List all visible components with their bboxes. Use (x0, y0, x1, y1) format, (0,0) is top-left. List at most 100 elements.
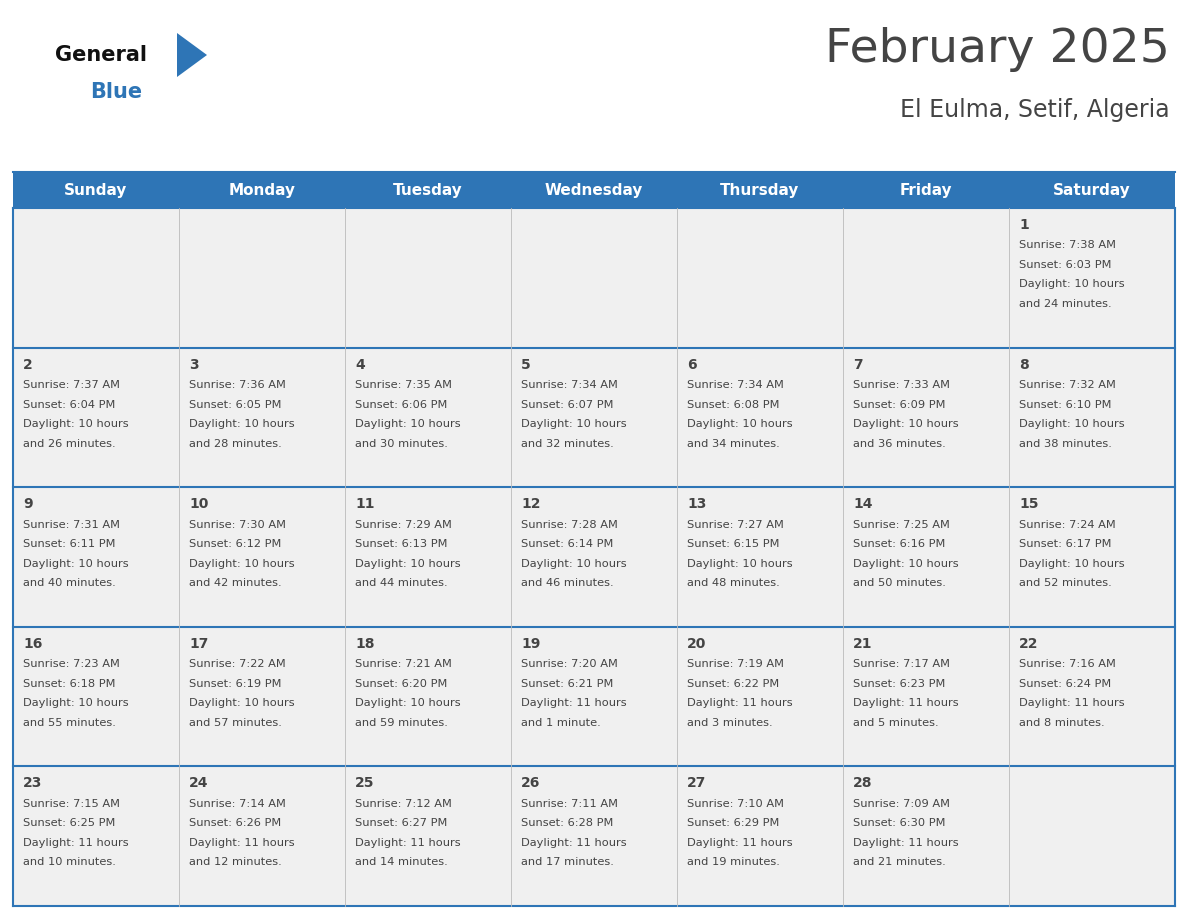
Text: Sunrise: 7:11 AM: Sunrise: 7:11 AM (522, 799, 618, 809)
Text: Sunrise: 7:34 AM: Sunrise: 7:34 AM (687, 380, 784, 390)
Bar (179, 348, 345, 487)
Text: Daylight: 11 hours: Daylight: 11 hours (522, 699, 626, 708)
Text: and 3 minutes.: and 3 minutes. (687, 718, 772, 728)
Text: Daylight: 10 hours: Daylight: 10 hours (522, 419, 626, 429)
Text: and 44 minutes.: and 44 minutes. (355, 578, 448, 588)
Bar (345, 767, 511, 906)
Text: Sunrise: 7:35 AM: Sunrise: 7:35 AM (355, 380, 451, 390)
Text: and 36 minutes.: and 36 minutes. (853, 439, 946, 449)
Bar (843, 627, 1009, 767)
Text: Sunset: 6:06 PM: Sunset: 6:06 PM (355, 399, 448, 409)
Text: Daylight: 11 hours: Daylight: 11 hours (687, 838, 792, 848)
Text: Sunrise: 7:09 AM: Sunrise: 7:09 AM (853, 799, 950, 809)
Text: 25: 25 (355, 777, 374, 790)
Bar (179, 767, 345, 906)
Text: Sunrise: 7:12 AM: Sunrise: 7:12 AM (355, 799, 451, 809)
Bar (511, 348, 677, 487)
Text: 24: 24 (189, 777, 209, 790)
Text: Daylight: 11 hours: Daylight: 11 hours (853, 699, 959, 708)
Text: and 26 minutes.: and 26 minutes. (23, 439, 115, 449)
Text: Sunset: 6:21 PM: Sunset: 6:21 PM (522, 678, 613, 688)
Text: Sunrise: 7:23 AM: Sunrise: 7:23 AM (23, 659, 120, 669)
Text: Sunrise: 7:32 AM: Sunrise: 7:32 AM (1019, 380, 1116, 390)
Text: and 52 minutes.: and 52 minutes. (1019, 578, 1112, 588)
Text: 12: 12 (522, 498, 541, 511)
Text: 18: 18 (355, 637, 374, 651)
Bar (179, 208, 345, 348)
Text: Sunset: 6:08 PM: Sunset: 6:08 PM (687, 399, 779, 409)
Bar (1009, 348, 1175, 487)
Bar (511, 627, 677, 767)
Text: Daylight: 11 hours: Daylight: 11 hours (23, 838, 128, 848)
Polygon shape (177, 33, 207, 77)
Text: and 12 minutes.: and 12 minutes. (189, 857, 282, 868)
Text: Sunset: 6:15 PM: Sunset: 6:15 PM (687, 539, 779, 549)
Bar (13, 172, 1175, 208)
Text: Sunrise: 7:16 AM: Sunrise: 7:16 AM (1019, 659, 1116, 669)
Text: 26: 26 (522, 777, 541, 790)
Text: Daylight: 11 hours: Daylight: 11 hours (355, 838, 461, 848)
Text: Tuesday: Tuesday (393, 183, 463, 197)
Text: Sunrise: 7:28 AM: Sunrise: 7:28 AM (522, 520, 618, 530)
Text: 1: 1 (1019, 218, 1029, 232)
Text: 10: 10 (189, 498, 208, 511)
Text: Sunset: 6:22 PM: Sunset: 6:22 PM (687, 678, 779, 688)
Text: Daylight: 10 hours: Daylight: 10 hours (1019, 559, 1125, 568)
Text: Daylight: 10 hours: Daylight: 10 hours (853, 419, 959, 429)
Text: 17: 17 (189, 637, 208, 651)
Text: Sunset: 6:23 PM: Sunset: 6:23 PM (853, 678, 946, 688)
Text: 21: 21 (853, 637, 872, 651)
Text: Sunrise: 7:10 AM: Sunrise: 7:10 AM (687, 799, 784, 809)
Text: and 34 minutes.: and 34 minutes. (687, 439, 779, 449)
Bar (677, 348, 843, 487)
Text: Sunset: 6:12 PM: Sunset: 6:12 PM (189, 539, 282, 549)
Bar (1009, 487, 1175, 627)
Text: Daylight: 10 hours: Daylight: 10 hours (355, 419, 461, 429)
Text: Sunset: 6:29 PM: Sunset: 6:29 PM (687, 818, 779, 828)
Text: Sunset: 6:25 PM: Sunset: 6:25 PM (23, 818, 115, 828)
Text: Daylight: 10 hours: Daylight: 10 hours (853, 559, 959, 568)
Text: Sunset: 6:04 PM: Sunset: 6:04 PM (23, 399, 115, 409)
Bar (843, 767, 1009, 906)
Text: Sunrise: 7:15 AM: Sunrise: 7:15 AM (23, 799, 120, 809)
Text: General: General (55, 45, 147, 65)
Text: and 46 minutes.: and 46 minutes. (522, 578, 614, 588)
Text: 2: 2 (23, 358, 33, 372)
Text: Sunrise: 7:34 AM: Sunrise: 7:34 AM (522, 380, 618, 390)
Text: Sunset: 6:16 PM: Sunset: 6:16 PM (853, 539, 946, 549)
Text: Saturday: Saturday (1053, 183, 1131, 197)
Text: and 8 minutes.: and 8 minutes. (1019, 718, 1105, 728)
Text: Sunrise: 7:24 AM: Sunrise: 7:24 AM (1019, 520, 1116, 530)
Text: and 38 minutes.: and 38 minutes. (1019, 439, 1112, 449)
Text: 28: 28 (853, 777, 872, 790)
Text: Daylight: 10 hours: Daylight: 10 hours (687, 419, 792, 429)
Bar (179, 627, 345, 767)
Bar (13, 487, 179, 627)
Text: Daylight: 10 hours: Daylight: 10 hours (522, 559, 626, 568)
Text: Sunset: 6:28 PM: Sunset: 6:28 PM (522, 818, 613, 828)
Text: 6: 6 (687, 358, 696, 372)
Bar (345, 208, 511, 348)
Text: 22: 22 (1019, 637, 1038, 651)
Text: Sunrise: 7:22 AM: Sunrise: 7:22 AM (189, 659, 286, 669)
Text: Sunrise: 7:14 AM: Sunrise: 7:14 AM (189, 799, 286, 809)
Bar (345, 348, 511, 487)
Text: Daylight: 10 hours: Daylight: 10 hours (687, 559, 792, 568)
Text: Sunrise: 7:37 AM: Sunrise: 7:37 AM (23, 380, 120, 390)
Text: Daylight: 11 hours: Daylight: 11 hours (687, 699, 792, 708)
Bar (1009, 767, 1175, 906)
Text: Sunset: 6:26 PM: Sunset: 6:26 PM (189, 818, 282, 828)
Text: and 24 minutes.: and 24 minutes. (1019, 299, 1112, 309)
Text: Sunset: 6:10 PM: Sunset: 6:10 PM (1019, 399, 1112, 409)
Text: and 42 minutes.: and 42 minutes. (189, 578, 282, 588)
Text: Sunrise: 7:30 AM: Sunrise: 7:30 AM (189, 520, 286, 530)
Text: and 40 minutes.: and 40 minutes. (23, 578, 115, 588)
Text: 23: 23 (23, 777, 43, 790)
Text: 13: 13 (687, 498, 707, 511)
Text: 19: 19 (522, 637, 541, 651)
Text: Sunset: 6:24 PM: Sunset: 6:24 PM (1019, 678, 1111, 688)
Text: Daylight: 10 hours: Daylight: 10 hours (189, 559, 295, 568)
Bar (677, 208, 843, 348)
Text: and 48 minutes.: and 48 minutes. (687, 578, 779, 588)
Bar (13, 208, 179, 348)
